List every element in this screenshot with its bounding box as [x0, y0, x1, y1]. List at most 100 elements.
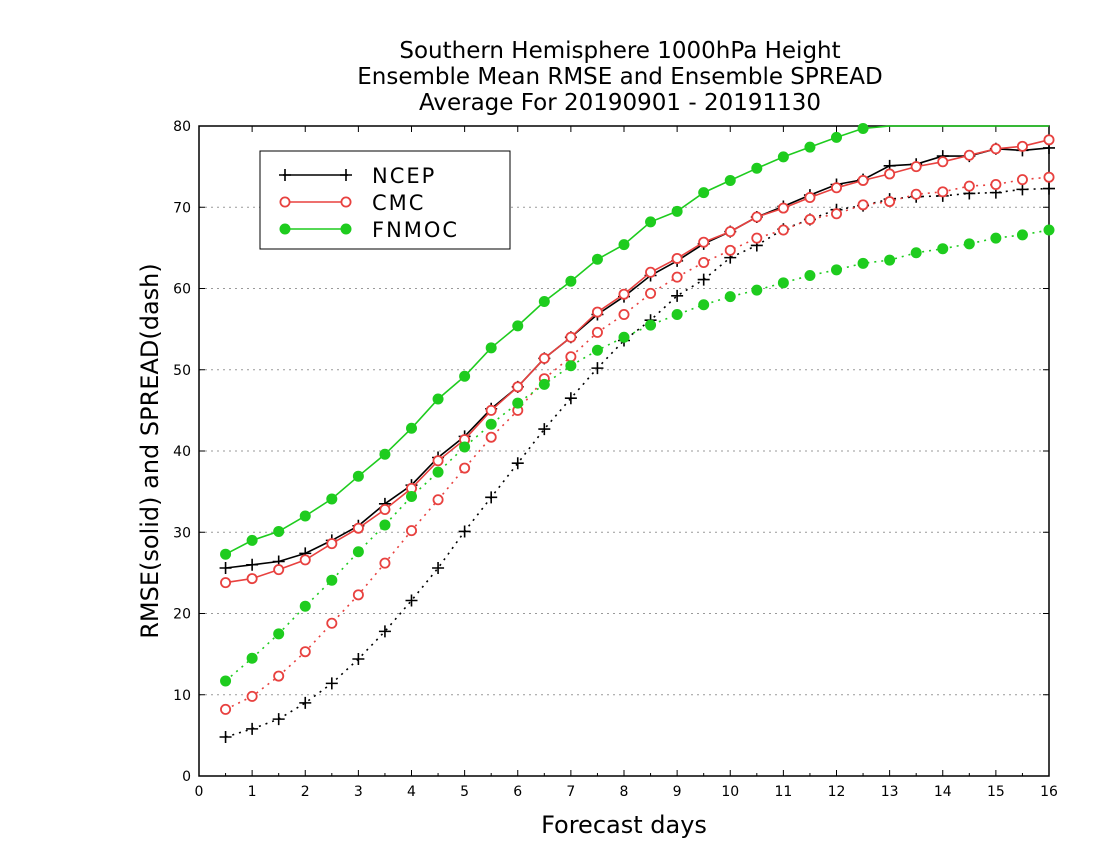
filled-circle-marker — [432, 466, 444, 478]
x-tick-label: 4 — [407, 784, 416, 800]
open-circle-marker — [279, 196, 291, 208]
open-circle-marker — [884, 196, 896, 208]
open-circle-marker — [340, 196, 352, 208]
filled-circle-marker — [512, 397, 524, 409]
open-circle-marker — [220, 703, 232, 715]
plus-marker — [511, 457, 524, 470]
filled-circle-marker — [910, 247, 922, 259]
x-tick-label: 6 — [513, 784, 522, 800]
filled-circle-marker — [352, 546, 364, 558]
filled-circle-marker — [857, 257, 869, 269]
open-circle-marker — [804, 213, 816, 225]
filled-circle-marker — [777, 277, 789, 289]
plus-marker — [299, 696, 312, 709]
open-circle-marker — [432, 494, 444, 506]
open-circle-marker — [937, 186, 949, 198]
open-circle-marker — [990, 143, 1002, 155]
open-circle-marker — [618, 288, 630, 300]
title-line-1: Southern Hemisphere 1000hPa Height — [399, 38, 840, 64]
open-circle-marker — [910, 188, 922, 200]
y-tick-label: 80 — [173, 119, 191, 135]
filled-circle-marker — [724, 291, 736, 303]
filled-circle-marker — [512, 320, 524, 332]
plus-marker — [325, 677, 338, 690]
filled-circle-marker — [273, 628, 285, 640]
filled-circle-marker — [777, 151, 789, 163]
x-tick-label: 7 — [566, 784, 575, 800]
x-tick-label: 11 — [774, 784, 792, 800]
filled-circle-marker — [1016, 229, 1028, 241]
plus-marker — [219, 731, 232, 743]
open-circle-marker — [273, 564, 285, 576]
x-tick-label: 3 — [354, 784, 363, 800]
open-circle-marker — [326, 617, 338, 629]
filled-circle-marker — [299, 510, 311, 522]
open-circle-marker — [963, 180, 975, 192]
open-circle-marker — [937, 156, 949, 168]
y-axis-label: RMSE(solid) and SPREAD(dash) — [136, 263, 164, 639]
x-axis-label: Forecast days — [541, 811, 707, 839]
open-circle-marker — [591, 326, 603, 338]
filled-circle-marker — [273, 525, 285, 537]
plus-marker — [485, 491, 498, 504]
fnmoc-rmse-line — [225, 125, 1049, 555]
filled-circle-marker — [804, 141, 816, 153]
open-circle-marker — [724, 226, 736, 238]
open-circle-marker — [485, 404, 497, 416]
legend-item-fnmoc: FNMOC — [279, 218, 457, 242]
filled-circle-marker — [340, 223, 352, 235]
plus-marker — [219, 562, 232, 574]
open-circle-marker — [831, 208, 843, 220]
filled-circle-marker — [485, 342, 497, 354]
open-circle-marker — [565, 351, 577, 363]
plus-marker — [1043, 182, 1055, 195]
x-axis-ticks: 0 1 2 3 4 5 6 7 8 9 10 11 12 13 14 15 16 — [195, 126, 1058, 800]
open-circle-marker — [884, 168, 896, 180]
legend: NCEP CMC FNMOC — [259, 150, 511, 250]
filled-circle-marker — [246, 534, 258, 546]
y-tick-label: 30 — [173, 525, 191, 541]
chart-title: Southern Hemisphere 1000hPa Height Ensem… — [357, 38, 882, 116]
filled-circle-marker — [565, 360, 577, 372]
open-circle-marker — [512, 381, 524, 393]
open-circle-marker — [698, 256, 710, 268]
open-circle-marker — [751, 232, 763, 244]
filled-circle-marker — [220, 548, 232, 560]
filled-circle-marker — [459, 441, 471, 453]
legend-label-ncep: NCEP — [372, 164, 436, 188]
filled-circle-marker — [406, 491, 417, 502]
plus-marker — [671, 289, 684, 302]
filled-circle-marker — [538, 378, 550, 390]
filled-circle-marker — [591, 344, 603, 356]
filled-circle-marker — [724, 174, 736, 186]
open-circle-marker — [671, 271, 683, 283]
filled-circle-marker — [406, 422, 417, 434]
plus-marker — [538, 423, 551, 436]
filled-circle-marker — [618, 331, 630, 343]
legend-item-ncep: NCEP — [279, 164, 436, 188]
x-tick-label: 0 — [195, 784, 204, 800]
open-circle-marker — [963, 149, 975, 161]
open-circle-marker — [990, 178, 1002, 190]
open-circle-marker — [910, 161, 922, 173]
filled-circle-marker — [246, 652, 258, 664]
open-circle-marker — [352, 589, 364, 601]
open-circle-marker — [645, 266, 657, 278]
filled-circle-marker — [379, 448, 391, 460]
legend-label-cmc: CMC — [372, 191, 425, 215]
filled-circle-marker — [963, 238, 975, 250]
filled-circle-marker — [990, 232, 1002, 244]
open-circle-marker — [804, 191, 816, 203]
plus-marker — [432, 562, 445, 574]
x-tick-label: 16 — [1040, 784, 1058, 800]
plus-marker — [458, 525, 471, 538]
open-circle-marker — [538, 352, 550, 364]
filled-circle-marker — [485, 418, 497, 430]
open-circle-marker — [432, 455, 444, 467]
filled-circle-marker — [565, 275, 577, 287]
open-circle-marker — [591, 306, 603, 318]
open-circle-marker — [1043, 134, 1055, 146]
y-axis-ticks: 0 10 20 30 40 50 60 70 80 — [173, 119, 1049, 785]
plus-marker — [564, 392, 577, 405]
